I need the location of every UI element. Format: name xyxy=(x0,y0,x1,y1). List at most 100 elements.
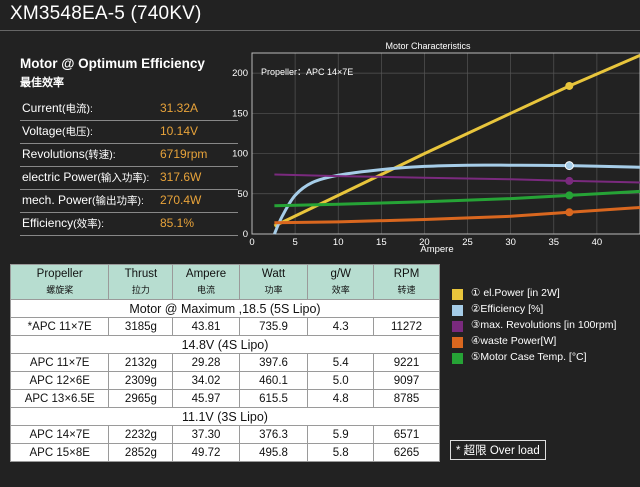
legend-label: ⑤Motor Case Temp. [°C] xyxy=(471,351,587,363)
spec-row: Voltage(电压): 10.14V xyxy=(20,120,238,144)
table-cell: *APC 11×7E xyxy=(9,317,110,336)
x-tick-label: 10 xyxy=(333,237,344,248)
plot-frame xyxy=(251,52,640,235)
spec-row: mech. Power(输出功率): 270.4W xyxy=(20,189,238,213)
table-cell: 5.4 xyxy=(307,353,375,372)
table-cell: 4.3 xyxy=(307,317,375,336)
x-tick-label: 15 xyxy=(376,237,387,248)
spec-row: Efficiency(效率): 85.1% xyxy=(20,212,238,236)
table-cell: APC 15×8E xyxy=(9,443,110,462)
column-header-sublabel: 功率 xyxy=(264,285,283,295)
column-header-label: Propeller xyxy=(36,268,83,280)
series-line-power xyxy=(273,54,640,228)
operating-point-marker xyxy=(565,191,574,200)
operating-point-marker xyxy=(565,81,574,90)
legend-label: ②Efficiency [%] xyxy=(471,303,544,315)
spec-label-cn: (电压): xyxy=(62,126,93,138)
table-cell: 3185g xyxy=(108,317,174,336)
table-row: APC 14×7E 2232g 37.30 376.3 5.9 6571 xyxy=(9,425,440,444)
series-line-temp xyxy=(274,189,640,208)
spec-label: Current(电流): xyxy=(22,101,93,116)
spec-label-cn: (电流): xyxy=(62,103,93,115)
table-cell: APC 11×7E xyxy=(9,353,110,372)
y-tick-label: 200 xyxy=(232,68,248,79)
legend-swatch xyxy=(452,337,463,348)
table-cell: 5.9 xyxy=(307,425,375,444)
chart-series: ①②③④⑤ xyxy=(273,54,640,235)
x-tick-label: 5 xyxy=(292,237,297,248)
spec-row: electric Power(输入功率): 317.6W xyxy=(20,166,238,190)
column-header-label: Watt xyxy=(261,268,286,280)
spec-label-en: Current xyxy=(22,101,63,115)
spec-value: 31.32A xyxy=(160,101,199,115)
section-title: Motor @ Maximum ,18.5 (5S Lipo) xyxy=(10,299,440,318)
column-header: Watt 功率 xyxy=(238,264,309,300)
table-cell: 6571 xyxy=(373,425,440,444)
y-tick-label: 50 xyxy=(237,189,248,200)
table-row: APC 13×6.5E 2965g 45.97 615.5 4.8 8785 xyxy=(9,389,440,408)
table-section-row: Motor @ Maximum ,18.5 (5S Lipo) xyxy=(10,299,440,318)
column-header-sublabel: 转速 xyxy=(397,285,416,295)
performance-table: Propeller 螺旋桨 Thrust 拉力 Ampere 电流 Watt 功率 g/W 效率 R… xyxy=(9,264,440,462)
table-cell: 2852g xyxy=(108,443,174,462)
spec-label: Efficiency(效率): xyxy=(22,216,104,231)
x-tick-label: 0 xyxy=(249,237,254,248)
table-cell: 11272 xyxy=(373,317,440,336)
table-section-row: 14.8V (4S Lipo) xyxy=(10,335,440,354)
spec-value: 10.14V xyxy=(160,124,199,138)
y-tick-label: 0 xyxy=(243,229,248,240)
table-cell: 376.3 xyxy=(238,425,309,444)
x-tick-label: 25 xyxy=(462,237,473,248)
column-header: Propeller 螺旋桨 xyxy=(9,264,110,300)
legend-label: ④waste Power[W] xyxy=(471,335,557,347)
spec-label-en: electric Power xyxy=(22,170,98,184)
spec-label-en: Efficiency xyxy=(22,216,74,230)
table-body: Motor @ Maximum ,18.5 (5S Lipo) *APC 11×7… xyxy=(9,299,440,462)
spec-label-en: Revolutions xyxy=(22,147,85,161)
legend-label: ③max. Revolutions [in 100rpm] xyxy=(471,319,617,331)
table-cell: 29.28 xyxy=(172,353,240,372)
spec-label-cn: (输入功率): xyxy=(97,172,150,184)
spec-label: electric Power(输入功率): xyxy=(22,170,149,185)
column-header-label: Thrust xyxy=(124,268,158,280)
table-cell: 2309g xyxy=(108,371,174,390)
column-header-label: Ampere xyxy=(185,268,227,280)
spec-value: 270.4W xyxy=(160,193,202,207)
x-tick-label: 35 xyxy=(548,237,559,248)
title-divider xyxy=(0,30,640,31)
y-tick-label: 100 xyxy=(232,149,248,160)
table-row: *APC 11×7E 3185g 43.81 735.9 4.3 11272 xyxy=(9,317,440,336)
column-header: g/W 效率 xyxy=(307,264,375,300)
table-cell: 2132g xyxy=(108,353,174,372)
column-header-sublabel: 效率 xyxy=(331,285,350,295)
spec-value: 317.6W xyxy=(160,170,202,184)
table-cell: 9097 xyxy=(373,371,440,390)
table-cell: 4.8 xyxy=(307,389,375,408)
table-cell: 2965g xyxy=(108,389,174,408)
spec-label: Revolutions(转速): xyxy=(22,147,116,162)
column-header-sublabel: 拉力 xyxy=(131,285,150,295)
section-title: 11.1V (3S Lipo) xyxy=(10,407,440,426)
table-cell: APC 12×6E xyxy=(9,371,110,390)
spec-label: Voltage(电压): xyxy=(22,124,93,139)
series-line-efficiency xyxy=(273,163,640,235)
spec-row: Current(电流): 31.32A xyxy=(20,97,238,121)
column-header: Thrust 拉力 xyxy=(108,264,174,300)
operating-point-marker xyxy=(564,161,574,171)
table-cell: 495.8 xyxy=(238,443,309,462)
x-tick-label: 30 xyxy=(505,237,516,248)
table-cell: APC 13×6.5E xyxy=(9,389,110,408)
table-cell: 397.6 xyxy=(238,353,309,372)
legend-swatch xyxy=(452,321,463,332)
spec-value: 85.1% xyxy=(160,216,195,230)
chart-title: Motor Characteristics xyxy=(385,41,471,51)
table-cell: 5.0 xyxy=(307,371,375,390)
spec-label-en: mech. Power xyxy=(22,193,93,207)
column-header-sublabel: 电流 xyxy=(197,285,216,295)
legend-swatch xyxy=(452,305,463,316)
table-cell: 6265 xyxy=(373,443,440,462)
table-cell: 460.1 xyxy=(238,371,309,390)
table-cell: 9221 xyxy=(373,353,440,372)
y-tick-label: 150 xyxy=(232,108,248,119)
table-cell: 34.02 xyxy=(172,371,240,390)
